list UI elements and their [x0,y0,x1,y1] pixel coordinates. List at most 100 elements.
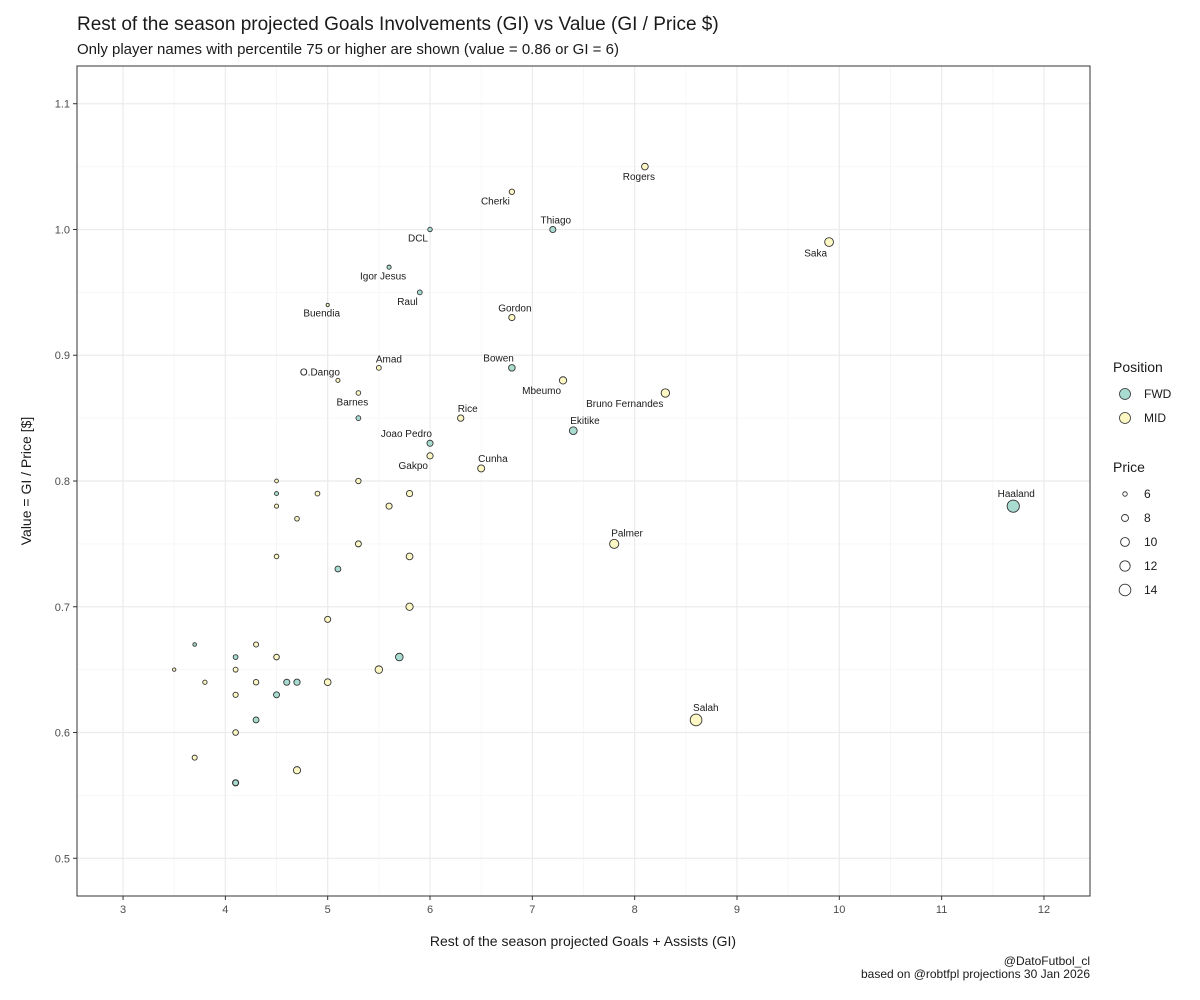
point-unlabeled [323,678,332,687]
label-barnes: Barnes [337,397,369,408]
label-raul: Raul [397,297,418,308]
point-haaland [1006,499,1020,513]
point-unlabeled [232,729,239,736]
y-tick-label: 0.6 [55,728,70,740]
legend-size-label: 12 [1144,559,1158,573]
point-cherki [508,188,516,195]
point-unlabeled [274,478,279,484]
legend-size-circle [1122,491,1128,497]
legend-size-circle [1120,537,1130,547]
y-tick-label: 0.8 [55,476,70,488]
legend-size-circle [1121,514,1129,522]
point-unlabeled [385,502,393,510]
panel-border [76,65,1091,897]
point-unlabeled [191,754,198,761]
label-bruno-fernandes: Bruno Fernandes [586,399,663,410]
x-tick-label: 12 [1038,904,1050,916]
label-gordon: Gordon [498,303,531,314]
point-gordon [508,313,516,322]
legend-size-circle [1118,583,1132,597]
y-tick-label: 1.1 [55,99,70,111]
chart-title: Rest of the season projected Goals Invol… [77,14,719,35]
label-o-dango: O.Dango [300,367,340,378]
label-dcl: DCL [408,234,428,245]
point-gakpo [426,452,434,460]
legend-mid-swatch [1119,412,1131,424]
point-bowen [508,364,516,372]
legend-size-label: 14 [1144,583,1158,597]
point-buendia [325,302,330,307]
x-tick-label: 7 [529,904,535,916]
label-rogers: Rogers [623,172,655,183]
legend: Position FWD MID Price 6 8 10 12 14 [1113,359,1172,597]
label-palmer: Palmer [611,528,643,539]
point-rogers [641,162,649,171]
legend-position-title: Position [1113,359,1163,375]
x-tick-label: 6 [427,904,433,916]
grid-lines [77,66,1090,896]
point-ekitike [568,426,578,436]
x-axis-title: Rest of the season projected Goals + Ass… [430,933,736,949]
point-bruno-fernandes [660,388,671,398]
point-unlabeled [405,490,414,498]
label-rice: Rice [458,404,478,415]
point-unlabeled [273,553,280,560]
point-unlabeled [273,691,280,699]
point-unlabeled [395,652,404,662]
y-tick-label: 0.5 [55,853,70,865]
point-unlabeled [232,666,239,673]
point-labels: Rogers Cherki Thiago DCL Saka Igor Jesus Raul B… [300,172,1035,714]
point-rice [457,414,465,422]
point-igor-jesus [386,264,392,270]
y-axis-title: Value = GI / Price [$] [18,417,34,546]
label-igor-jesus: Igor Jesus [360,271,406,282]
x-tick-label: 4 [222,904,228,916]
point-mbeumo [558,376,568,385]
point-raul [416,289,423,296]
legend-size-circle [1119,560,1131,572]
label-buendia: Buendia [303,309,340,320]
point-unlabeled [292,766,302,775]
point-unlabeled [192,642,197,647]
point-unlabeled [273,503,280,509]
caption-source: based on @robtfpl projections 30 Jan 202… [860,967,1090,981]
legend-size-label: 10 [1144,535,1158,549]
point-unlabeled [232,779,239,787]
x-tick-label: 3 [120,904,126,916]
point-cunha [477,464,486,473]
legend-mid-label: MID [1144,411,1166,425]
x-axis-ticks: 3 4 5 6 7 8 9 10 11 12 [120,896,1050,916]
y-tick-label: 0.9 [55,350,70,362]
point-unlabeled [334,565,342,573]
chart-subtitle: Only player names with percentile 75 or … [77,41,619,58]
point-joao-pedro [426,439,434,447]
x-tick-label: 11 [936,904,947,916]
x-tick-label: 5 [325,904,331,916]
point-unlabeled [324,615,332,623]
point-unlabeled [252,679,260,686]
label-bowen: Bowen [483,354,514,365]
x-tick-label: 8 [632,904,638,916]
point-salah [689,713,703,727]
y-tick-label: 1.0 [55,224,70,236]
legend-fwd-label: FWD [1144,387,1172,401]
point-unlabeled [354,540,362,548]
y-axis-ticks: 0.5 0.6 0.7 0.8 0.9 1.0 1.1 [55,99,77,865]
point-unlabeled [283,678,291,686]
point-unlabeled [405,602,414,611]
point-unlabeled [294,515,300,522]
x-tick-label: 9 [734,904,740,916]
label-thiago: Thiago [541,215,572,226]
y-tick-label: 0.7 [55,602,70,614]
point-unlabeled [293,678,301,686]
legend-fwd-swatch [1119,388,1131,400]
point-unlabeled [252,716,260,724]
point-unlabeled [314,490,321,497]
point-unlabeled [172,667,177,672]
label-joao-pedro: Joao Pedro [381,429,433,440]
label-ekitike: Ekitike [570,416,600,427]
label-cunha: Cunha [478,454,508,465]
point-barnes [355,390,362,396]
point-amad [376,364,382,371]
